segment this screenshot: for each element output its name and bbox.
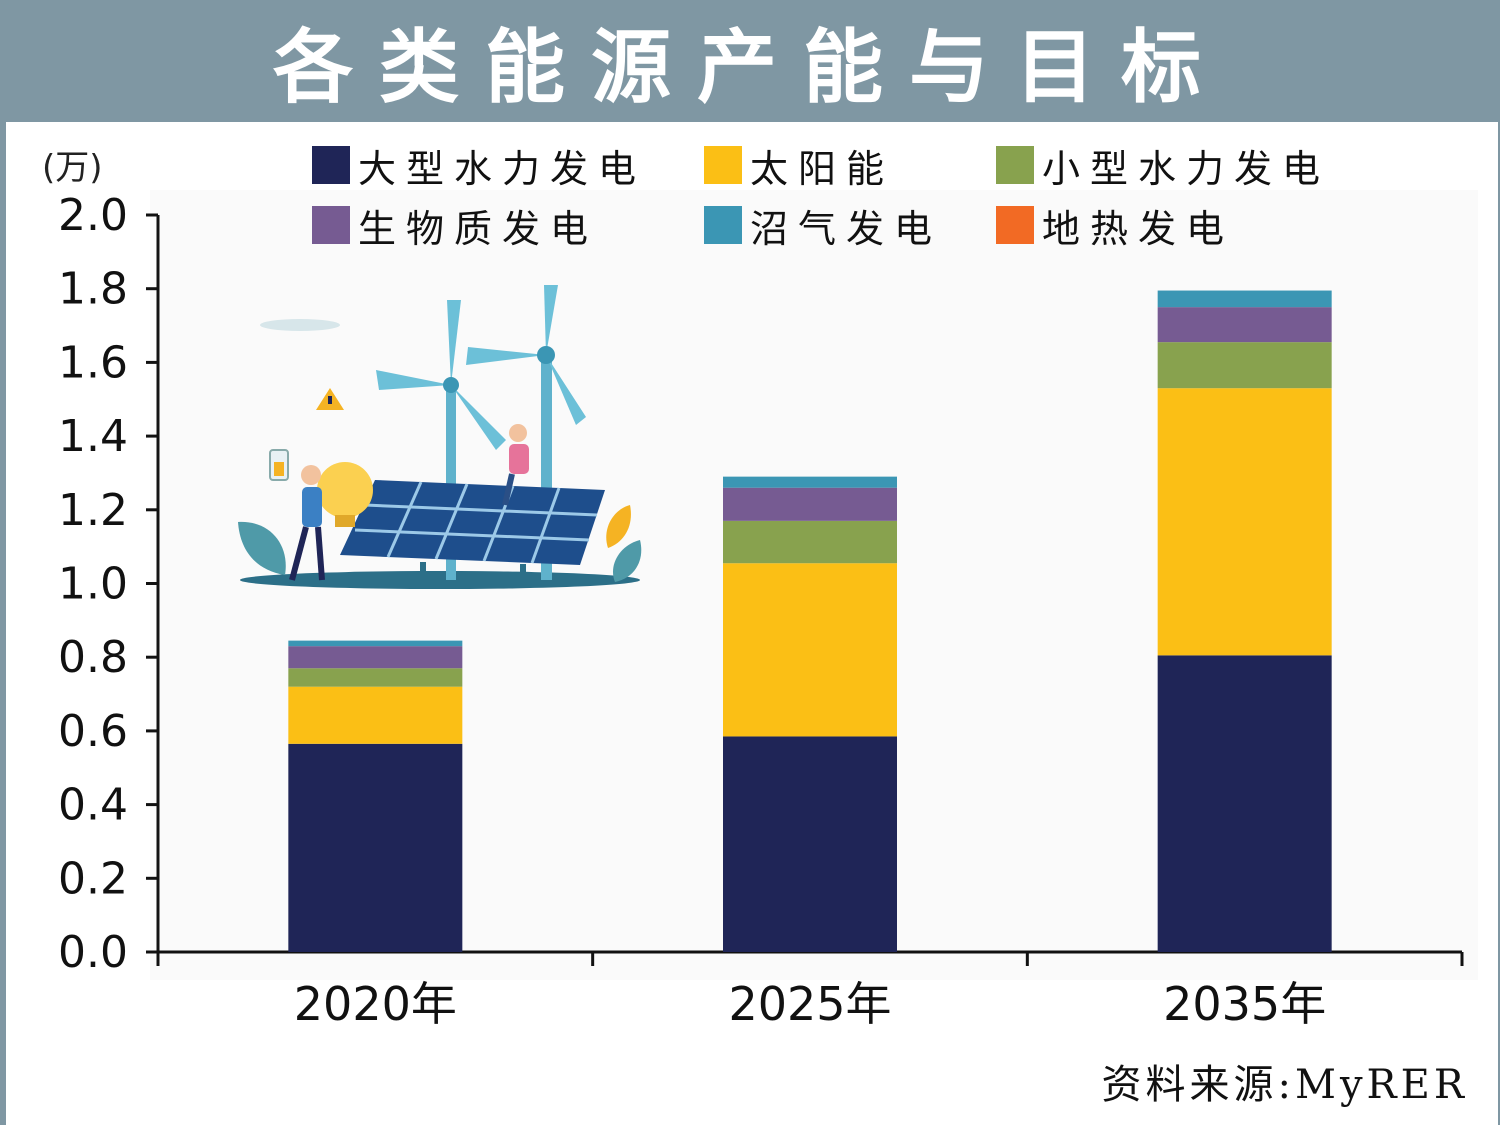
bar-segment bbox=[1157, 388, 1332, 656]
leaf-icon bbox=[238, 505, 642, 582]
y-tick-label: 1.2 bbox=[58, 485, 128, 536]
wind-turbine-icon bbox=[466, 285, 586, 580]
header-bar: 各类能源产能与目标 bbox=[0, 0, 1500, 122]
legend-label-biogas: 沼气发电 bbox=[750, 206, 943, 251]
legend: 大型水力发电 太阳能 小型水力发电 生物质发电 沼气发电 地热发电 bbox=[312, 145, 1432, 251]
legend-label-small-hydro: 小型水力发电 bbox=[1042, 146, 1331, 191]
source-note: 资料来源:MyRER bbox=[1101, 1062, 1468, 1108]
legend-item-small-hydro: 小型水力发电 bbox=[996, 145, 1376, 191]
legend-label-geothermal: 地热发电 bbox=[1042, 206, 1235, 251]
bar-segment bbox=[288, 646, 463, 669]
legend-swatch-small-hydro bbox=[996, 146, 1034, 184]
y-tick-label: 0.0 bbox=[58, 927, 128, 978]
x-category-label: 2035年 bbox=[1163, 977, 1326, 1031]
bar-segment bbox=[723, 736, 897, 952]
legend-swatch-biomass bbox=[312, 206, 350, 244]
x-category-label: 2020年 bbox=[294, 977, 457, 1031]
bars bbox=[288, 290, 1332, 952]
y-tick-label: 1.0 bbox=[58, 559, 128, 610]
light-bulb-icon bbox=[317, 462, 373, 527]
legend-swatch-biogas bbox=[704, 206, 742, 244]
person-icon bbox=[289, 465, 325, 581]
bar-segment bbox=[723, 520, 897, 564]
bar-segment bbox=[1157, 655, 1332, 952]
bar-segment bbox=[288, 668, 463, 687]
y-tick-label: 0.4 bbox=[58, 780, 128, 831]
legend-label-solar: 太阳能 bbox=[750, 146, 895, 191]
person-icon bbox=[502, 424, 529, 506]
legend-swatch-solar bbox=[704, 146, 742, 184]
legend-item-biomass: 生物质发电 bbox=[312, 205, 704, 251]
y-tick-label: 2.0 bbox=[58, 190, 128, 241]
y-tick-label: 1.4 bbox=[58, 411, 128, 462]
bar-segment bbox=[723, 487, 897, 521]
legend-item-solar: 太阳能 bbox=[704, 145, 996, 191]
bar-segment bbox=[288, 686, 463, 744]
legend-swatch-geothermal bbox=[996, 206, 1034, 244]
y-tick-label: 0.8 bbox=[58, 632, 128, 683]
axes: 0.0 0.2 0.4 0.6 0.8 1.0 1.2 1.4 1.6 1.8 2.0 2020年 20… bbox=[58, 190, 1464, 1031]
y-axis-unit: (万) bbox=[42, 148, 103, 188]
legend-item-geothermal: 地热发电 bbox=[996, 205, 1376, 251]
ground-shadow bbox=[240, 571, 640, 589]
y-tick-label: 0.6 bbox=[58, 706, 128, 757]
legend-item-biogas: 沼气发电 bbox=[704, 205, 996, 251]
cloud-icon bbox=[260, 319, 340, 331]
bar-segment bbox=[1157, 290, 1332, 308]
wind-turbine-icon bbox=[376, 300, 506, 580]
y-tick-label: 1.6 bbox=[58, 337, 128, 388]
bar-segment bbox=[723, 476, 897, 488]
bar-segment bbox=[1157, 342, 1332, 389]
legend-swatch-large-hydro bbox=[312, 146, 350, 184]
bar-segment bbox=[723, 563, 897, 737]
y-tick-label: 0.2 bbox=[58, 853, 128, 904]
bar-segment bbox=[1157, 307, 1332, 343]
legend-item-large-hydro: 大型水力发电 bbox=[312, 145, 704, 191]
warning-sign-icon bbox=[316, 388, 344, 410]
battery-icon bbox=[269, 449, 289, 481]
bar-segment bbox=[288, 743, 463, 952]
chart-title: 各类能源产能与目标 bbox=[273, 21, 1227, 114]
x-category-label: 2025年 bbox=[728, 977, 891, 1031]
energy-illustration bbox=[238, 285, 642, 589]
legend-label-large-hydro: 大型水力发电 bbox=[358, 146, 647, 191]
bar-segment bbox=[288, 640, 463, 647]
y-tick-label: 1.8 bbox=[58, 264, 128, 315]
solar-panel-icon bbox=[340, 480, 605, 580]
legend-label-biomass: 生物质发电 bbox=[358, 206, 599, 251]
